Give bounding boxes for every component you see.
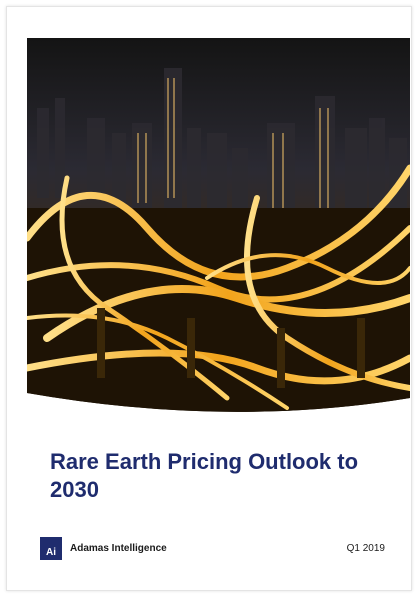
issue-date: Q1 2019	[346, 543, 385, 554]
logo: Ai	[40, 537, 62, 560]
cover-image	[27, 38, 410, 412]
city-scene	[27, 38, 410, 412]
title: Rare Earth Pricing Outlook to 2030	[50, 449, 359, 502]
publisher: Adamas Intelligence	[70, 543, 167, 554]
